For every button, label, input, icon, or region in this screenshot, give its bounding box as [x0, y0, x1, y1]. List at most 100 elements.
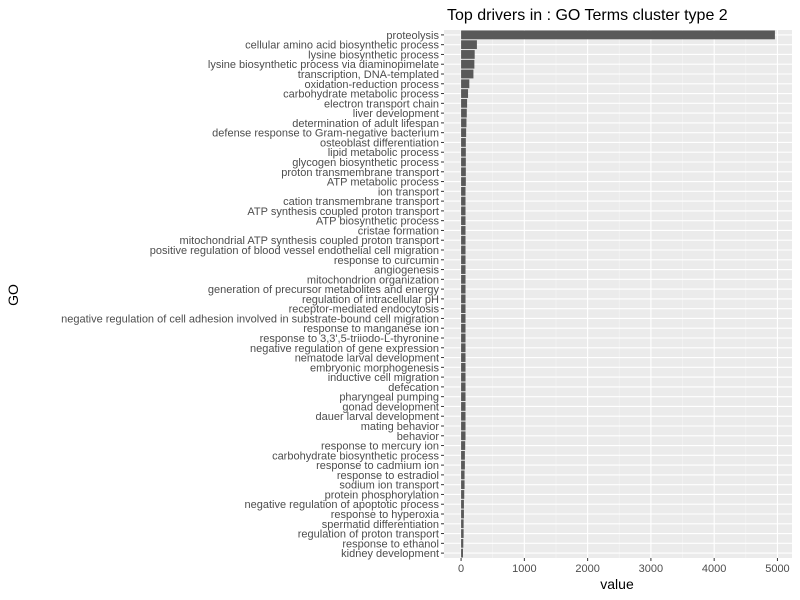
bar — [461, 265, 466, 274]
y-tick-label: response to ethanol — [342, 538, 439, 550]
bar — [461, 382, 466, 392]
bar — [461, 128, 467, 138]
y-tick-label: nematode larval development — [295, 353, 439, 365]
y-tick-label: positive regulation of blood vessel endo… — [150, 245, 439, 257]
y-tick-label: defecation — [388, 382, 439, 394]
bar — [461, 79, 470, 89]
y-tick-label: response to mercury ion — [321, 441, 439, 453]
y-tick-label: regulation of proton transport — [298, 529, 439, 541]
y-tick-label: response to estradiol — [337, 470, 439, 482]
y-tick-label: ATP synthesis coupled proton transport — [247, 206, 439, 218]
y-tick-label: response to hyperoxia — [331, 509, 440, 521]
bar — [461, 314, 466, 323]
bar — [461, 98, 468, 108]
y-tick-label: ion transport — [378, 186, 439, 198]
bar — [461, 480, 465, 490]
bars — [461, 30, 775, 558]
y-tick-label: proton transmembrane transport — [281, 167, 439, 179]
y-tick-label: regulation of intracellular pH — [302, 294, 439, 306]
y-tick-label: negative regulation of apoptotic process — [245, 499, 440, 511]
x-tick-label: 1000 — [512, 563, 536, 575]
y-tick-label: angiogenesis — [374, 265, 439, 277]
y-tick-label: negative regulation of cell adhesion inv… — [61, 313, 439, 325]
bar — [461, 450, 465, 460]
y-tick-label: protein phosphorylation — [325, 489, 439, 501]
bar — [461, 402, 466, 411]
y-tick-label: spermatid differentiation — [322, 519, 439, 531]
x-axis-title: value — [600, 576, 634, 592]
bar — [461, 509, 464, 519]
y-tick-label: mitochondrion organization — [307, 274, 439, 286]
y-tick-label: pharyngeal pumping — [339, 392, 439, 404]
y-tick-label: embryonic morphogenesis — [310, 362, 440, 374]
bar — [461, 226, 466, 235]
y-tick-label: response to curcumin — [334, 255, 439, 267]
bar — [461, 157, 466, 167]
y-tick-label: inductive cell migration — [328, 372, 439, 384]
bar — [461, 177, 466, 186]
y-tick-label: receptor-mediated endocytosis — [289, 304, 440, 316]
bar — [461, 372, 466, 382]
bar — [461, 235, 466, 245]
y-axis-title: GO — [5, 284, 21, 306]
bar — [461, 548, 463, 558]
bar — [461, 196, 466, 206]
y-tick-label: cellular amino acid biosynthetic process — [245, 40, 439, 52]
bar — [461, 441, 466, 450]
bar — [461, 108, 467, 118]
y-tick-label: sodium ion transport — [339, 480, 439, 492]
y-tick-label: response to 3,3',5-triiodo-L-thyronine — [260, 333, 439, 345]
bar — [461, 343, 466, 353]
y-tick-label: lipid metabolic process — [328, 147, 440, 159]
y-tick-label: mating behavior — [361, 421, 440, 433]
bar — [461, 421, 466, 431]
bar — [461, 245, 466, 255]
y-tick-label: dauer larval development — [315, 411, 439, 423]
bar — [461, 460, 465, 470]
bar — [461, 186, 466, 196]
y-tick-label: proteolysis — [386, 30, 439, 42]
y-tick-label: lysine biosynthetic process — [308, 49, 439, 61]
bar — [461, 538, 464, 548]
bar — [461, 69, 474, 79]
bar — [461, 59, 475, 69]
y-tick-label: mitochondrial ATP synthesis coupled prot… — [180, 235, 439, 247]
bar — [461, 294, 466, 304]
bar — [461, 362, 466, 372]
y-tick-label: osteoblast differentiation — [320, 137, 439, 149]
y-tick-label: liver development — [353, 108, 439, 120]
chart-title: Top drivers in : GO Terms cluster type 2 — [447, 7, 728, 24]
y-tick-label: carbohydrate metabolic process — [283, 89, 439, 101]
x-tick-label: 4000 — [702, 563, 726, 575]
y-tick-label: lysine biosynthetic process via diaminop… — [208, 59, 439, 71]
y-tick-label: carbohydrate biosynthetic process — [272, 450, 439, 462]
y-tick-label: cation transmembrane transport — [283, 196, 439, 208]
bar — [461, 118, 467, 128]
bar — [461, 216, 466, 226]
bar — [461, 138, 466, 147]
y-tick-label: transcription, DNA-templated — [298, 69, 439, 81]
x-axis: 0 1000 2000 3000 4000 5000 — [458, 558, 790, 575]
bar — [461, 167, 466, 177]
bar — [461, 284, 466, 294]
bar — [461, 490, 465, 499]
bar — [461, 470, 465, 480]
x-tick-label: 0 — [458, 563, 464, 575]
y-tick-label: defense response to Gram-negative bacter… — [212, 128, 439, 140]
x-tick-label: 5000 — [765, 563, 789, 575]
x-tick-label: 2000 — [575, 563, 599, 575]
bar — [461, 89, 469, 98]
bar — [461, 529, 464, 538]
bar — [461, 304, 466, 314]
y-tick-label: response to manganese ion — [303, 323, 439, 335]
bar — [461, 147, 466, 157]
bar — [461, 333, 466, 343]
bar — [461, 30, 775, 40]
y-tick-label: cristae formation — [358, 225, 439, 237]
bar — [461, 274, 466, 284]
bar — [461, 206, 466, 216]
plot-panel — [444, 30, 792, 558]
y-tick-label: kidney development — [341, 548, 439, 560]
y-tick-label: gonad development — [342, 401, 439, 413]
